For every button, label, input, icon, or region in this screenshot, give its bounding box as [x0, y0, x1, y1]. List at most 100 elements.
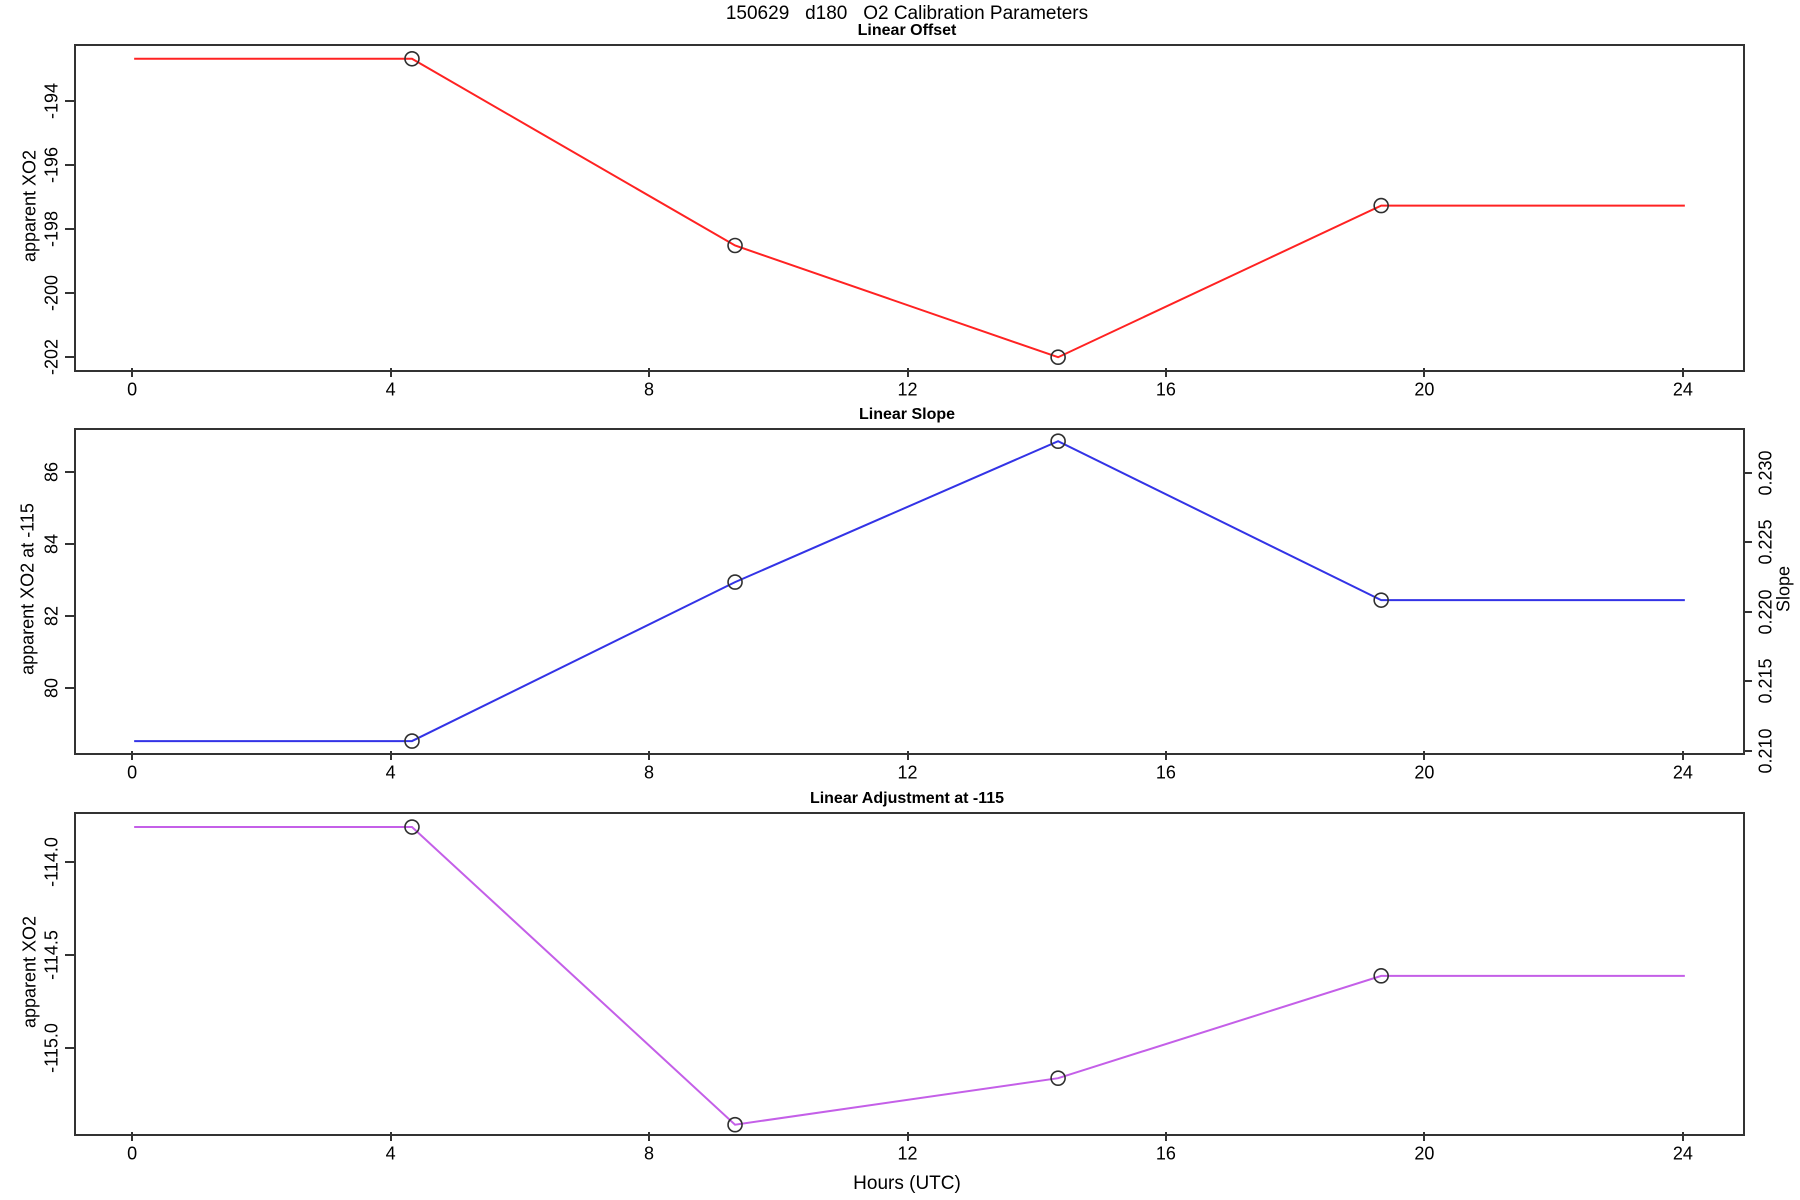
- y-axis-label-panel2: apparent XO2 at -115: [17, 503, 38, 675]
- figure-title: 150629 d180 O2 Calibration Parameters: [725, 3, 1089, 24]
- y-tick-mark: [65, 291, 74, 294]
- y2-tick-mark: [1743, 541, 1752, 544]
- data-point-marker: [404, 50, 420, 67]
- line-plot-linear-slope: [134, 433, 1685, 749]
- data-point-marker: [1050, 349, 1066, 366]
- y-tick-label: -200: [41, 274, 62, 311]
- panel-title-linear-offset: Linear Offset: [857, 22, 957, 39]
- y-tick-mark: [65, 542, 74, 545]
- y2-tick-label: 0.220: [1755, 589, 1776, 635]
- data-point-marker: [404, 733, 420, 749]
- y2-tick-label: 0.230: [1755, 450, 1776, 496]
- data-point-marker: [1373, 592, 1389, 608]
- x-tick-mark: [648, 1132, 651, 1141]
- series-line-linear-offset: [134, 57, 1685, 359]
- x-tick-mark: [906, 1132, 909, 1141]
- x-tick-mark: [1164, 751, 1167, 760]
- x-tick-label: 0: [127, 762, 138, 783]
- x-tick-label: 20: [1414, 762, 1435, 783]
- x-tick-label: 8: [644, 762, 655, 783]
- x-tick-label: 8: [644, 1143, 655, 1164]
- x-tick-label: 16: [1155, 1143, 1176, 1164]
- line-plot-linear-offset: [134, 50, 1685, 366]
- y-tick-mark: [65, 615, 74, 618]
- y2-tick-label: 0.210: [1755, 728, 1776, 774]
- x-tick-label: 24: [1672, 762, 1693, 783]
- x-tick-label: 8: [644, 379, 655, 400]
- y-axis-label-panel3: apparent XO2: [19, 915, 40, 1029]
- x-tick-mark: [648, 368, 651, 377]
- x-tick-label: 20: [1414, 379, 1435, 400]
- x-tick-label: 0: [127, 1143, 138, 1164]
- x-tick-label: 16: [1155, 379, 1176, 400]
- x-tick-mark: [906, 368, 909, 377]
- x-tick-mark: [131, 1132, 134, 1141]
- x-tick-label: 0: [127, 379, 138, 400]
- y-tick-label: -115.0: [41, 1023, 62, 1074]
- x-tick-label: 12: [897, 762, 918, 783]
- x-tick-label: 20: [1414, 1143, 1435, 1164]
- x-tick-mark: [1423, 368, 1426, 377]
- y2-axis-label-slope: Slope: [1773, 565, 1794, 613]
- x-tick-mark: [1423, 751, 1426, 760]
- x-tick-mark: [648, 751, 651, 760]
- data-point-marker: [1373, 968, 1389, 984]
- y-tick-mark: [65, 228, 74, 231]
- y2-tick-mark: [1743, 471, 1752, 474]
- x-tick-mark: [1164, 1132, 1167, 1141]
- x-tick-mark: [1423, 1132, 1426, 1141]
- y-axis-label-panel1: apparent XO2: [19, 149, 40, 263]
- y-tick-label: -202: [41, 338, 62, 375]
- y-tick-label: 80: [41, 678, 62, 699]
- data-point-marker: [727, 237, 743, 254]
- y2-tick-label: 0.225: [1755, 519, 1776, 565]
- plot-area-linear-slope: [74, 428, 1745, 755]
- x-axis-label: Hours (UTC): [853, 1173, 961, 1194]
- x-tick-mark: [131, 751, 134, 760]
- y2-tick-mark: [1743, 610, 1752, 613]
- y-tick-mark: [65, 861, 74, 864]
- y-tick-mark: [65, 1047, 74, 1050]
- y-tick-mark: [65, 954, 74, 957]
- x-tick-label: 24: [1672, 1143, 1693, 1164]
- y-tick-label: 82: [41, 606, 62, 627]
- y-tick-label: -196: [41, 147, 62, 184]
- x-tick-mark: [906, 751, 909, 760]
- x-tick-label: 4: [385, 762, 396, 783]
- x-tick-mark: [1164, 368, 1167, 377]
- data-point-marker: [727, 1116, 743, 1133]
- y-tick-mark: [65, 100, 74, 103]
- plot-area-linear-offset: [74, 44, 1745, 372]
- x-tick-mark: [131, 368, 134, 377]
- x-tick-label: 24: [1672, 379, 1693, 400]
- y-tick-mark: [65, 470, 74, 473]
- line-plot-linear-adjustment: [134, 819, 1685, 1133]
- x-tick-label: 4: [385, 1143, 396, 1164]
- panel-title-linear-slope: Linear Slope: [858, 406, 956, 423]
- y2-tick-label: 0.215: [1755, 658, 1776, 704]
- x-tick-label: 4: [385, 379, 396, 400]
- y-tick-label: -198: [41, 211, 62, 248]
- y-tick-mark: [65, 164, 74, 167]
- series-line-linear-slope: [134, 440, 1685, 743]
- x-tick-label: 12: [897, 1143, 918, 1164]
- y-tick-mark: [65, 355, 74, 358]
- x-tick-mark: [389, 1132, 392, 1141]
- y2-tick-mark: [1743, 680, 1752, 683]
- data-point-marker: [1050, 433, 1066, 450]
- series-line-linear-adjustment: [134, 826, 1685, 1126]
- data-point-marker: [727, 574, 743, 590]
- x-tick-mark: [1681, 368, 1684, 377]
- x-tick-label: 12: [897, 379, 918, 400]
- y-tick-label: 86: [41, 461, 62, 482]
- y-tick-label: -114.5: [41, 930, 62, 981]
- x-tick-mark: [1681, 1132, 1684, 1141]
- y-tick-label: -194: [41, 83, 62, 120]
- data-point-marker: [1373, 197, 1389, 214]
- y-tick-mark: [65, 687, 74, 690]
- x-tick-mark: [1681, 751, 1684, 760]
- data-point-marker: [404, 819, 420, 835]
- panel-title-linear-adjustment: Linear Adjustment at -115: [809, 790, 1005, 807]
- y-tick-label: -114.0: [41, 837, 62, 888]
